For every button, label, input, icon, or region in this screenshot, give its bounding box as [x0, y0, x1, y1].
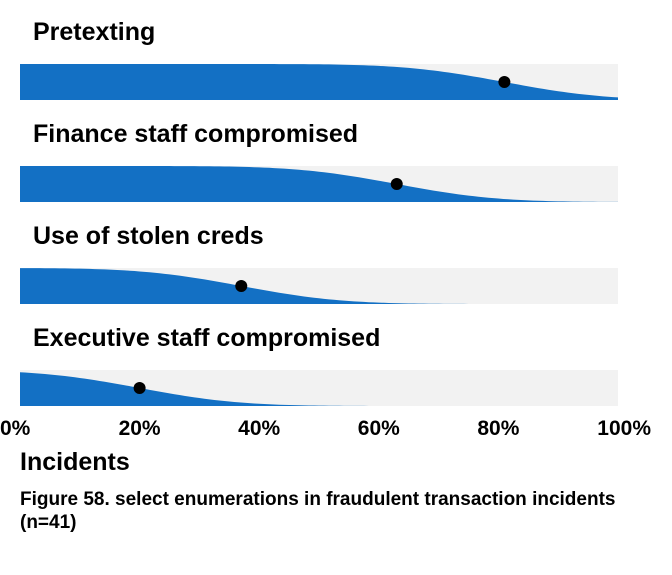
mean-point: [133, 382, 146, 394]
distribution-area: [20, 372, 618, 406]
distribution-area: [20, 166, 618, 202]
x-tick-label: 80%: [477, 417, 519, 440]
x-axis-title: Incidents: [20, 448, 130, 476]
x-tick-label: 0%: [0, 417, 31, 440]
category-label: Executive staff compromised: [33, 324, 380, 352]
category-label: Pretexting: [33, 18, 155, 46]
x-tick-label: 60%: [358, 417, 400, 440]
x-tick-label: 100%: [597, 417, 651, 440]
x-tick-label: 20%: [119, 417, 161, 440]
mean-point: [235, 280, 248, 292]
category-label: Use of stolen creds: [33, 222, 264, 250]
distribution-area: [20, 64, 618, 100]
x-tick-label: 40%: [238, 417, 280, 440]
category-label: Finance staff compromised: [33, 120, 358, 148]
figure-caption: Figure 58. select enumerations in fraudu…: [20, 489, 616, 533]
chart: Pretexting Finance staff compromised Use o…: [0, 18, 651, 476]
distribution-area: [20, 268, 618, 304]
mean-point: [390, 178, 403, 190]
mean-point: [498, 76, 511, 88]
